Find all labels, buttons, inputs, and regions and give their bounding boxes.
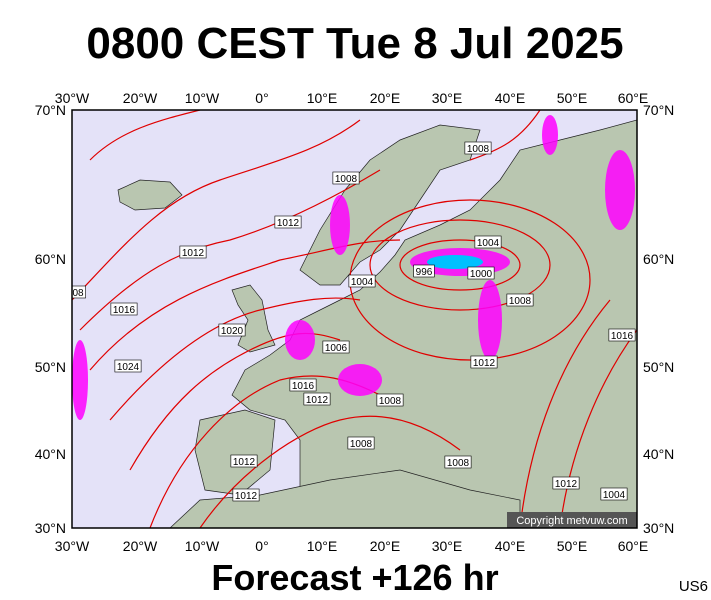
isobar-label: 1016 bbox=[292, 381, 315, 392]
lat-label: 70°N bbox=[643, 102, 674, 118]
lat-label: 40°N bbox=[643, 446, 674, 462]
isobar-label: 1012 bbox=[277, 218, 300, 229]
lat-label: 50°N bbox=[643, 359, 674, 375]
lon-label: 10°E bbox=[307, 538, 338, 554]
lon-label: 0° bbox=[255, 90, 268, 106]
forecast-label: Forecast +126 hr bbox=[211, 557, 498, 598]
isobar-label: 1012 bbox=[235, 491, 258, 502]
isobar-label-box bbox=[274, 215, 302, 229]
isobar-labels: 1008 1008 1012 1012 1004 996 1000 1004 08 1016 100… bbox=[72, 141, 636, 502]
isobar-label-box bbox=[444, 455, 472, 469]
isobar-label-box bbox=[232, 488, 260, 502]
isobar-label: 1008 bbox=[335, 174, 358, 185]
isobar-label: 1008 bbox=[447, 458, 470, 469]
isobar-label: 1004 bbox=[477, 238, 500, 249]
lon-label: 30°W bbox=[55, 538, 90, 554]
lon-label: 0° bbox=[255, 538, 268, 554]
isobar-label: 1008 bbox=[379, 396, 402, 407]
isobar-label-box bbox=[322, 340, 350, 354]
copyright: Copyright metvuw.com bbox=[516, 515, 627, 527]
isobar-label: 1006 bbox=[325, 343, 348, 354]
lon-label: 20°E bbox=[370, 538, 401, 554]
isobar-label-box bbox=[347, 436, 375, 450]
isobar-label-box bbox=[230, 454, 258, 468]
iberia bbox=[194, 409, 276, 496]
isobar-label: 1012 bbox=[555, 479, 578, 490]
isobar-label: 1020 bbox=[221, 326, 244, 337]
isobar-label-box bbox=[464, 141, 492, 155]
isobar-label: 1008 bbox=[509, 296, 532, 307]
isobar-label-box bbox=[552, 476, 580, 490]
lon-label: 40°E bbox=[495, 538, 526, 554]
isobar-label: 1012 bbox=[182, 248, 205, 259]
isobar-label-box bbox=[348, 274, 376, 288]
isobar-label: 08 bbox=[72, 288, 84, 299]
isobar-label: 1016 bbox=[113, 305, 136, 316]
lon-label: 10°E bbox=[307, 90, 338, 106]
isobar-label: 1000 bbox=[470, 269, 493, 280]
isobar-label: 1016 bbox=[611, 331, 634, 342]
lon-label: 30°E bbox=[432, 90, 463, 106]
isobar-label-box bbox=[289, 378, 317, 392]
graticule-labels: 30°W 30°W 20°W 20°W 10°W 10°W 0° 0° 10°E 10°E 20°E… bbox=[35, 90, 675, 554]
isobar-label-box bbox=[608, 328, 636, 342]
lon-label: 30°E bbox=[432, 538, 463, 554]
lon-label: 50°E bbox=[557, 538, 588, 554]
isobar-label: 1004 bbox=[351, 277, 374, 288]
isobar-label: 996 bbox=[416, 267, 433, 278]
lat-label: 30°N bbox=[35, 520, 66, 536]
title: 0800 CEST Tue 8 Jul 2025 bbox=[86, 19, 623, 68]
isobar-label: 1024 bbox=[117, 362, 140, 373]
lat-label: 30°N bbox=[643, 520, 674, 536]
lat-label: 50°N bbox=[35, 359, 66, 375]
isobar-label-box bbox=[110, 302, 138, 316]
isobar-label-box bbox=[218, 323, 246, 337]
lat-label: 60°N bbox=[643, 251, 674, 267]
isobar-label-box bbox=[467, 266, 495, 280]
lon-label: 40°E bbox=[495, 90, 526, 106]
lon-label: 50°E bbox=[557, 90, 588, 106]
isobar-label: 1008 bbox=[467, 144, 490, 155]
isobar-label-box bbox=[506, 293, 534, 307]
lon-label: 10°W bbox=[185, 538, 220, 554]
precipitation bbox=[72, 115, 635, 420]
isobar-label: 1004 bbox=[603, 490, 626, 501]
isobar-label: 1012 bbox=[233, 457, 256, 468]
isobar-label: 1012 bbox=[306, 395, 329, 406]
isobar-label-box bbox=[72, 285, 86, 299]
isobar-label-box bbox=[474, 235, 502, 249]
lat-label: 60°N bbox=[35, 251, 66, 267]
lon-label: 60°E bbox=[618, 538, 649, 554]
lon-label: 20°W bbox=[123, 538, 158, 554]
lon-label: 10°W bbox=[185, 90, 220, 106]
isobar-label-box bbox=[470, 355, 498, 369]
iceland bbox=[117, 179, 183, 211]
isobar-label: 1012 bbox=[473, 358, 496, 369]
lon-label: 20°E bbox=[370, 90, 401, 106]
isobar-label-box bbox=[413, 264, 435, 278]
lon-label: 60°E bbox=[618, 90, 649, 106]
isobar-label-box bbox=[114, 359, 142, 373]
isobar-label-box bbox=[332, 171, 360, 185]
isobar-label-box bbox=[303, 392, 331, 406]
isobars bbox=[72, 110, 637, 528]
lon-label: 20°W bbox=[123, 90, 158, 106]
lon-label: 30°W bbox=[55, 90, 90, 106]
map-frame bbox=[71, 109, 638, 529]
isobar-label-box bbox=[179, 245, 207, 259]
isobar-label-box bbox=[600, 487, 628, 501]
map-area: 1008 1008 1012 1012 1004 996 1000 1004 08 1016 100… bbox=[72, 110, 637, 528]
isobar-label: 1008 bbox=[350, 439, 373, 450]
lat-label: 40°N bbox=[35, 446, 66, 462]
isobar-label-box bbox=[376, 393, 404, 407]
copyright-box bbox=[507, 512, 637, 528]
run-code: US6 bbox=[679, 578, 708, 595]
lat-label: 70°N bbox=[35, 102, 66, 118]
